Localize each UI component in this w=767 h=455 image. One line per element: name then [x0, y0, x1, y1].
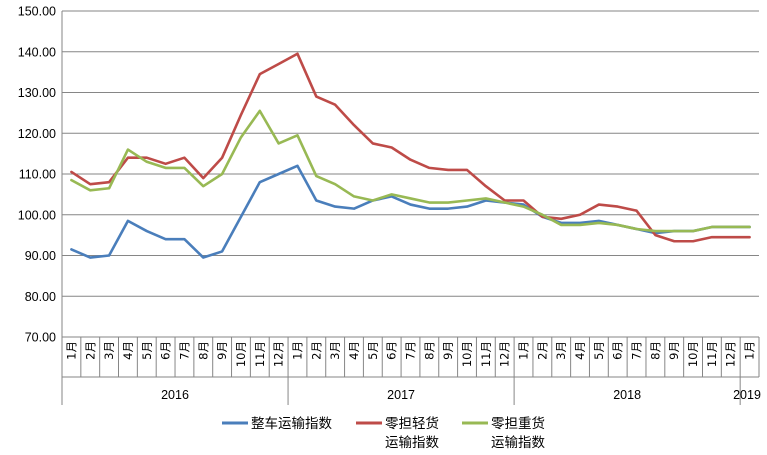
x-tick-label: 1月 [517, 341, 531, 360]
y-tick-label: 90.00 [25, 249, 56, 263]
x-tick-label: 2月 [535, 341, 549, 360]
x-tick-label: 2月 [83, 341, 97, 360]
x-tick-label: 10月 [460, 341, 474, 367]
legend-label: 零担重货 [491, 415, 545, 432]
x-tick-label: 3月 [102, 341, 116, 360]
year-label: 2018 [613, 388, 641, 402]
x-tick-label: 9月 [667, 341, 681, 360]
x-tick-label: 11月 [705, 341, 719, 367]
x-tick-label: 10月 [234, 341, 248, 367]
x-tick-label: 3月 [554, 341, 568, 360]
y-tick-label: 150.00 [18, 5, 56, 19]
y-tick-label: 80.00 [25, 290, 56, 304]
x-tick-label: 8月 [196, 341, 210, 360]
x-tick-label: 4月 [121, 341, 135, 360]
x-tick-label: 12月 [724, 341, 738, 367]
x-tick-label: 5月 [140, 341, 154, 360]
series-line-0 [70, 164, 751, 259]
x-tick-label: 9月 [441, 341, 455, 360]
x-tick-label: 9月 [215, 341, 229, 360]
x-tick-label: 7月 [404, 341, 418, 360]
x-tick-label: 5月 [592, 341, 606, 360]
x-tick-label: 8月 [648, 341, 662, 360]
x-tick-label: 3月 [328, 341, 342, 360]
legend-label: 整车运输指数 [251, 415, 332, 432]
legend-item: 整车运输指数 [222, 415, 332, 432]
x-tick-label: 12月 [272, 341, 286, 367]
x-tick-label: 5月 [366, 341, 380, 360]
y-tick-label: 100.00 [18, 208, 56, 222]
legend-label: 运输指数 [491, 435, 545, 451]
year-label: 2017 [387, 388, 415, 402]
y-axis: 70.00 80.00 90.00 100.00 110.00 120.00 130.00 1… [18, 5, 63, 405]
x-tick-label: 1月 [743, 341, 757, 360]
x-tick-label: 6月 [385, 341, 399, 360]
gridlines [62, 10, 759, 338]
x-tick-label: 11月 [253, 341, 267, 367]
x-tick-label: 1月 [64, 341, 78, 360]
x-tick-label: 11月 [479, 341, 493, 367]
x-tick-label: 7月 [630, 341, 644, 360]
x-tick-label: 12月 [498, 341, 512, 367]
x-tick-label: 4月 [347, 341, 361, 360]
series-line-1 [70, 52, 751, 243]
x-tick-label: 2月 [309, 341, 323, 360]
year-label: 2019 [733, 388, 761, 402]
x-tick-label: 8月 [422, 341, 436, 360]
legend-label: 运输指数 [385, 435, 439, 451]
y-tick-label: 120.00 [18, 127, 56, 141]
legend-label: 零担轻货 [385, 415, 439, 432]
x-tick-label: 6月 [159, 341, 173, 360]
y-tick-label: 130.00 [18, 86, 56, 100]
x-tick-label: 7月 [177, 341, 191, 360]
y-tick-label: 70.00 [25, 331, 56, 345]
series-line-2 [70, 109, 751, 233]
series-lines [70, 52, 751, 259]
x-tick-label: 1月 [290, 341, 304, 360]
y-tick-label: 140.00 [18, 45, 56, 59]
x-tick-label: 10月 [686, 341, 700, 367]
x-tick-label: 6月 [611, 341, 625, 360]
y-tick-label: 110.00 [19, 168, 56, 182]
x-tick-label: 4月 [573, 341, 587, 360]
year-label: 2016 [161, 388, 189, 402]
